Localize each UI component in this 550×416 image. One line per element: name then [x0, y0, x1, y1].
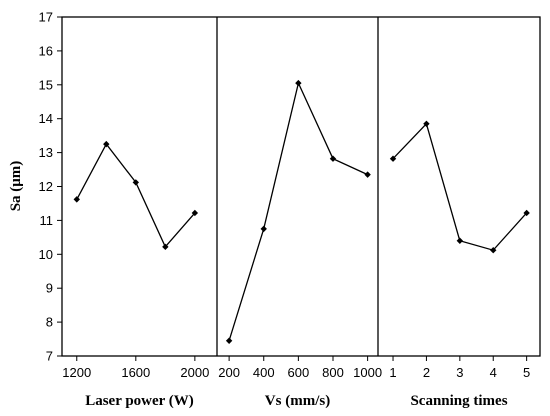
x-tick-label-p3-2: 3	[456, 365, 463, 380]
y-tick-label-3: 10	[39, 247, 53, 262]
y-axis-title: Sa (μm)	[8, 161, 24, 212]
x-tick-label-p1-0: 1200	[62, 365, 91, 380]
data-point-p2-3	[329, 155, 337, 162]
x-tick-label-p2-0: 200	[218, 365, 240, 380]
data-point-p2-0	[225, 337, 233, 344]
data-point-p3-4	[523, 209, 530, 217]
x-tick-label-p1-2: 2000	[180, 365, 209, 380]
x-axis-title-p1: Laser power (W)	[85, 393, 194, 409]
data-point-p3-3	[490, 247, 497, 254]
data-point-p1-3	[162, 243, 169, 251]
y-tick-label-1: 8	[46, 315, 53, 330]
data-point-p3-2	[456, 237, 464, 244]
y-tick-label-4: 11	[40, 213, 54, 228]
panel-3: 1 2 3 4 5 Scanning times	[389, 120, 530, 409]
data-point-p1-1	[103, 140, 110, 148]
x-tick-label-p2-3: 800	[322, 365, 344, 380]
data-point-p2-2	[295, 79, 302, 87]
x-tick-label-p2-4: 1000	[353, 365, 382, 380]
x-axis-title-p2: Vs (mm/s)	[265, 393, 330, 409]
x-tick-label-p2-2: 600	[288, 365, 310, 380]
y-tick-label-2: 9	[46, 281, 53, 296]
y-tick-label-10: 17	[39, 10, 53, 25]
y-tick-label-7: 14	[39, 111, 53, 126]
panels: 1200 1600 2000 Laser power (W) 200 400 600 800 1…	[62, 79, 530, 409]
x-tick-label-p2-1: 400	[253, 365, 275, 380]
series-line-p2	[228, 81, 368, 341]
x-tick-label-p3-0: 1	[389, 365, 396, 380]
x-tick-label-p1-1: 1600	[121, 365, 150, 380]
y-axis: 7 8 9 10 11 12 13 14 15 16 17	[39, 10, 62, 364]
data-point-p2-1	[260, 225, 267, 233]
data-point-p3-0	[389, 155, 397, 162]
series-line-p1	[76, 142, 196, 248]
data-point-p1-0	[73, 196, 80, 203]
y-tick-label-0: 7	[46, 349, 53, 364]
y-tick-label-9: 16	[39, 43, 53, 58]
panel-2: 200 400 600 800 1000 Vs (mm/s)	[218, 79, 382, 409]
y-tick-label-6: 13	[39, 145, 53, 160]
y-tick-label-8: 15	[39, 77, 53, 92]
plot-frame	[61, 16, 541, 357]
panel-1: 1200 1600 2000 Laser power (W)	[62, 140, 209, 409]
x-tick-label-p3-3: 4	[490, 365, 497, 380]
y-tick-label-5: 12	[39, 179, 53, 194]
x-axis-title-p3: Scanning times	[410, 393, 507, 409]
data-point-p2-4	[364, 171, 371, 178]
x-tick-label-p3-4: 5	[523, 365, 530, 380]
data-point-p1-4	[191, 209, 199, 217]
data-point-p3-1	[423, 120, 430, 127]
series-line-p3	[392, 122, 528, 251]
data-point-p1-2	[132, 179, 140, 186]
x-tick-label-p3-1: 2	[423, 365, 430, 380]
